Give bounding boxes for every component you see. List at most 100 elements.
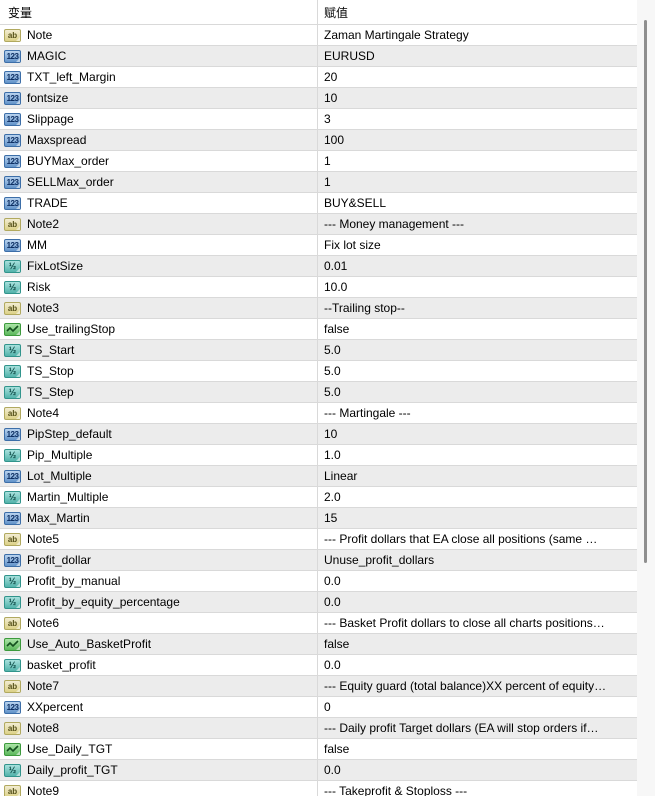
- parameter-value-cell[interactable]: 5.0: [318, 361, 637, 381]
- parameter-row[interactable]: ½ Daily_profit_TGT 0.0: [0, 760, 637, 781]
- parameter-value-cell[interactable]: --- Basket Profit dollars to close all c…: [318, 613, 637, 633]
- int-type-icon: 123: [4, 469, 21, 483]
- parameter-value-cell[interactable]: Linear: [318, 466, 637, 486]
- parameter-value-cell[interactable]: 5.0: [318, 340, 637, 360]
- parameter-value-cell[interactable]: 0: [318, 697, 637, 717]
- parameter-value-cell[interactable]: 0.0: [318, 760, 637, 780]
- parameter-value-cell[interactable]: --- Profit dollars that EA close all pos…: [318, 529, 637, 549]
- parameter-value-cell[interactable]: 1.0: [318, 445, 637, 465]
- parameter-value: 10: [324, 91, 338, 105]
- parameter-row[interactable]: 123 MAGIC EURUSD: [0, 46, 637, 67]
- parameter-row[interactable]: ½ TS_Start 5.0: [0, 340, 637, 361]
- parameter-row[interactable]: 123 fontsize 10: [0, 88, 637, 109]
- parameter-value-cell[interactable]: --- Daily profit Target dollars (EA will…: [318, 718, 637, 738]
- parameter-row[interactable]: ½ Pip_Multiple 1.0: [0, 445, 637, 466]
- int-type-icon: 123: [4, 91, 21, 105]
- parameter-value-cell[interactable]: 15: [318, 508, 637, 528]
- double-type-icon: ½: [4, 343, 21, 357]
- parameter-row[interactable]: ab Note4 --- Martingale ---: [0, 403, 637, 424]
- parameter-value: --- Profit dollars that EA close all pos…: [324, 532, 598, 546]
- parameter-name: SELLMax_order: [27, 175, 114, 189]
- parameter-value-cell[interactable]: Unuse_profit_dollars: [318, 550, 637, 570]
- parameter-name-cell: 123 TRADE: [0, 193, 318, 213]
- parameter-name-cell: 123 Maxspread: [0, 130, 318, 150]
- parameter-row[interactable]: 123 SELLMax_order 1: [0, 172, 637, 193]
- parameter-value-cell[interactable]: --- Takeprofit & Stoploss ---: [318, 781, 637, 796]
- parameter-row[interactable]: 123 TXT_left_Margin 20: [0, 67, 637, 88]
- parameter-value-cell[interactable]: --Trailing stop--: [318, 298, 637, 318]
- parameter-row[interactable]: 123 Slippage 3: [0, 109, 637, 130]
- parameter-value-cell[interactable]: false: [318, 319, 637, 339]
- parameter-row[interactable]: 123 MM Fix lot size: [0, 235, 637, 256]
- parameter-value-cell[interactable]: false: [318, 739, 637, 759]
- parameter-row[interactable]: ab Note7 --- Equity guard (total balance…: [0, 676, 637, 697]
- parameter-value-cell[interactable]: 1: [318, 151, 637, 171]
- parameter-value-cell[interactable]: 10.0: [318, 277, 637, 297]
- parameter-name-cell: 123 Profit_dollar: [0, 550, 318, 570]
- parameter-row[interactable]: ½ TS_Step 5.0: [0, 382, 637, 403]
- parameter-value-cell[interactable]: --- Equity guard (total balance)XX perce…: [318, 676, 637, 696]
- parameter-row[interactable]: 123 XXpercent 0: [0, 697, 637, 718]
- parameter-value-cell[interactable]: 0.01: [318, 256, 637, 276]
- parameter-value-cell[interactable]: 1: [318, 172, 637, 192]
- parameter-row[interactable]: 123 TRADE BUY&SELL: [0, 193, 637, 214]
- parameter-row[interactable]: ab Note6 --- Basket Profit dollars to cl…: [0, 613, 637, 634]
- parameter-name: Max_Martin: [27, 511, 90, 525]
- parameter-row[interactable]: ab Note3 --Trailing stop--: [0, 298, 637, 319]
- double-type-icon: ½: [4, 658, 21, 672]
- parameter-name: Use_Auto_BasketProfit: [27, 637, 152, 651]
- parameter-row[interactable]: ½ Profit_by_manual 0.0: [0, 571, 637, 592]
- parameter-row[interactable]: 123 Maxspread 100: [0, 130, 637, 151]
- parameter-name-cell: Use_Auto_BasketProfit: [0, 634, 318, 654]
- parameter-row[interactable]: ab Note5 --- Profit dollars that EA clos…: [0, 529, 637, 550]
- parameter-row[interactable]: Use_Auto_BasketProfit false: [0, 634, 637, 655]
- parameter-row[interactable]: Use_trailingStop false: [0, 319, 637, 340]
- parameter-value-cell[interactable]: Zaman Martingale Strategy: [318, 25, 637, 45]
- parameter-value-cell[interactable]: --- Martingale ---: [318, 403, 637, 423]
- parameter-name-cell: ½ TS_Stop: [0, 361, 318, 381]
- parameter-value-cell[interactable]: 2.0: [318, 487, 637, 507]
- parameter-name: Note3: [27, 301, 60, 315]
- double-type-icon: ½: [4, 448, 21, 462]
- parameter-value-cell[interactable]: 100: [318, 130, 637, 150]
- parameter-value-cell[interactable]: 0.0: [318, 655, 637, 675]
- parameter-value: 1: [324, 175, 331, 189]
- parameter-value-cell[interactable]: false: [318, 634, 637, 654]
- parameter-value-cell[interactable]: Fix lot size: [318, 235, 637, 255]
- parameter-value-cell[interactable]: 10: [318, 88, 637, 108]
- int-type-icon: 123: [4, 112, 21, 126]
- parameter-value-cell[interactable]: EURUSD: [318, 46, 637, 66]
- parameter-name-cell: 123 TXT_left_Margin: [0, 67, 318, 87]
- parameter-value-cell[interactable]: --- Money management ---: [318, 214, 637, 234]
- parameter-value-cell[interactable]: 20: [318, 67, 637, 87]
- parameter-row[interactable]: ½ basket_profit 0.0: [0, 655, 637, 676]
- parameter-row[interactable]: 123 Max_Martin 15: [0, 508, 637, 529]
- parameter-row[interactable]: 123 Profit_dollar Unuse_profit_dollars: [0, 550, 637, 571]
- parameter-row[interactable]: ab Note9 --- Takeprofit & Stoploss ---: [0, 781, 637, 796]
- scrollbar-thumb[interactable]: [644, 20, 647, 563]
- vertical-scrollbar[interactable]: [637, 0, 655, 796]
- parameter-row[interactable]: ab Note Zaman Martingale Strategy: [0, 25, 637, 46]
- parameter-row[interactable]: ½ Profit_by_equity_percentage 0.0: [0, 592, 637, 613]
- parameter-value-cell[interactable]: 3: [318, 109, 637, 129]
- parameter-row[interactable]: ½ Martin_Multiple 2.0: [0, 487, 637, 508]
- parameter-value-cell[interactable]: 5.0: [318, 382, 637, 402]
- parameter-row[interactable]: 123 BUYMax_order 1: [0, 151, 637, 172]
- parameter-row[interactable]: ab Note8 --- Daily profit Target dollars…: [0, 718, 637, 739]
- parameter-row[interactable]: Use_Daily_TGT false: [0, 739, 637, 760]
- parameter-value-cell[interactable]: 0.0: [318, 592, 637, 612]
- parameter-row[interactable]: 123 PipStep_default 10: [0, 424, 637, 445]
- parameter-value-cell[interactable]: BUY&SELL: [318, 193, 637, 213]
- parameter-value: 15: [324, 511, 338, 525]
- parameter-row[interactable]: ½ FixLotSize 0.01: [0, 256, 637, 277]
- parameter-row[interactable]: ½ TS_Stop 5.0: [0, 361, 637, 382]
- parameter-row[interactable]: ½ Risk 10.0: [0, 277, 637, 298]
- parameter-value-cell[interactable]: 10: [318, 424, 637, 444]
- parameter-value: 0.01: [324, 259, 348, 273]
- parameter-row[interactable]: ab Note2 --- Money management ---: [0, 214, 637, 235]
- double-type-icon: ½: [4, 763, 21, 777]
- parameter-value-cell[interactable]: 0.0: [318, 571, 637, 591]
- parameter-row[interactable]: 123 Lot_Multiple Linear: [0, 466, 637, 487]
- int-type-icon: 123: [4, 70, 21, 84]
- parameter-name: Note4: [27, 406, 60, 420]
